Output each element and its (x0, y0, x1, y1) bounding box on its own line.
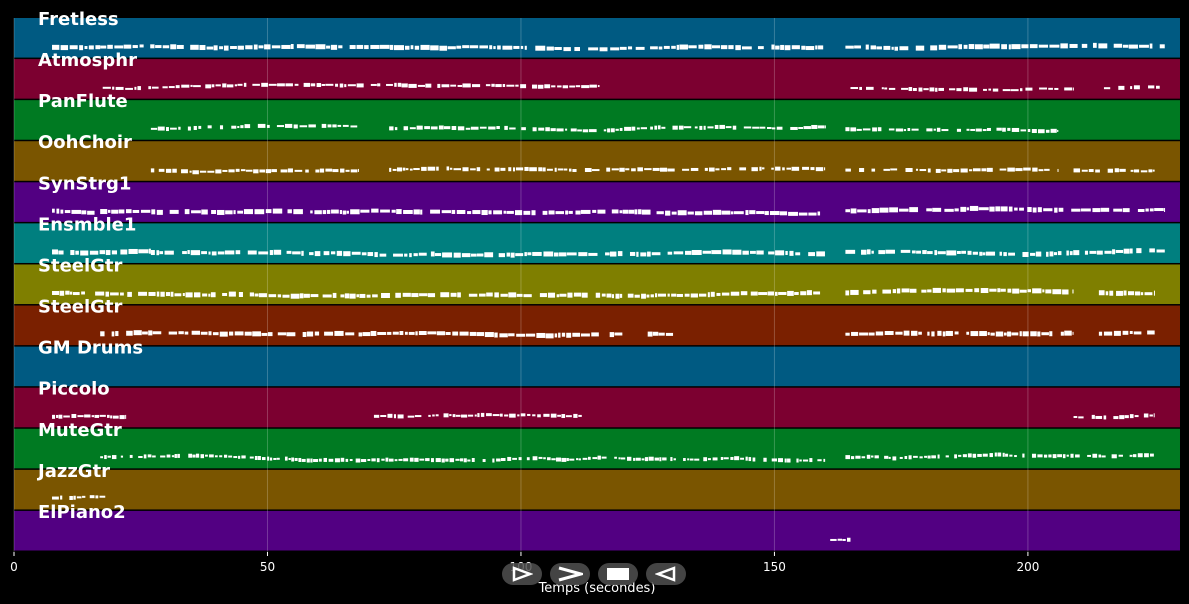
track-band-11 (14, 469, 1180, 510)
fast-forward-button[interactable] (550, 563, 590, 585)
track-band-5 (14, 223, 1180, 263)
track-band-3 (14, 141, 1180, 181)
track-notes-3 (150, 166, 1155, 175)
x-tick-label-0: 0 (10, 560, 18, 574)
track-label-4: SynStrg1 (38, 173, 131, 194)
rewind-icon (655, 566, 676, 582)
track-label-8: GM Drums (38, 338, 143, 359)
track-notes-2 (150, 123, 1059, 134)
track-notes-9 (52, 412, 1155, 420)
track-notes-11 (52, 495, 106, 500)
track-band-9 (14, 387, 1180, 428)
track-notes-12 (830, 537, 851, 542)
track-band-4 (14, 182, 1180, 222)
track-band-6 (14, 264, 1180, 305)
track-band-12 (14, 510, 1180, 551)
fast-forward-icon (558, 566, 583, 582)
track-label-5: Ensmble1 (38, 214, 136, 235)
x-tick-label-1: 50 (260, 560, 275, 574)
play-icon (512, 566, 533, 582)
track-label-7: SteelGtr (38, 297, 123, 318)
x-tick-label-3: 150 (763, 560, 786, 574)
track-notes-0 (52, 42, 1165, 52)
rewind-button[interactable] (646, 563, 686, 585)
track-band-8 (14, 346, 1180, 387)
track-label-6: SteelGtr (38, 255, 123, 276)
stop-button[interactable] (598, 563, 638, 585)
track-notes-6 (52, 287, 1155, 299)
track-label-11: JazzGtr (36, 461, 110, 482)
track-label-10: MuteGtr (38, 420, 122, 441)
track-label-12: ElPiano2 (38, 502, 126, 523)
track-notes-7 (100, 330, 1155, 339)
play-button[interactable] (502, 563, 542, 585)
track-label-2: PanFlute (38, 91, 128, 112)
track-band-10 (14, 428, 1180, 469)
track-band-7 (14, 305, 1180, 346)
track-label-3: OohChoir (38, 132, 132, 153)
track-band-1 (14, 59, 1180, 99)
x-tick-label-4: 200 (1016, 560, 1039, 574)
track-band-2 (14, 100, 1180, 140)
track-label-9: Piccolo (38, 379, 110, 400)
track-notes-1 (102, 82, 1160, 92)
track-notes-10 (100, 452, 1154, 463)
track-notes-4 (52, 205, 1166, 216)
track-label-1: Atmosphr (38, 50, 137, 71)
playback-controls (502, 563, 686, 587)
stop-icon (607, 568, 629, 580)
track-band-0 (14, 18, 1180, 58)
track-notes-5 (52, 248, 1165, 258)
track-label-0: Fretless (38, 9, 119, 30)
